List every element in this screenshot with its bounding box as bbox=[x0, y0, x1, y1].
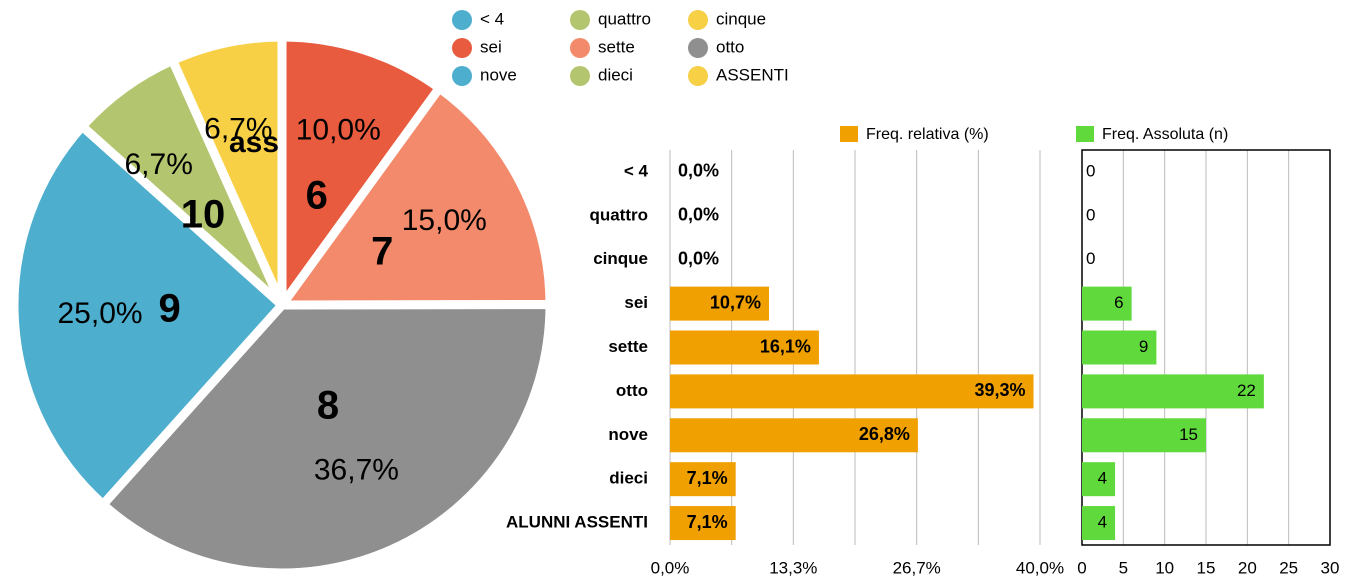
y-tick-label: < 4 bbox=[624, 161, 649, 180]
y-tick-label: sette bbox=[608, 337, 648, 356]
legend-swatch bbox=[452, 10, 472, 30]
slice-value-label: 6,7% bbox=[204, 112, 272, 145]
bar-value-label: 10,7% bbox=[710, 292, 761, 312]
legend-label: cinque bbox=[716, 9, 766, 28]
slice-value-label: 36,7% bbox=[314, 453, 399, 486]
bar bbox=[1082, 374, 1264, 409]
legend-swatch bbox=[570, 38, 590, 58]
bar bbox=[1082, 506, 1116, 541]
slice-label: 7 bbox=[371, 229, 393, 273]
legend-swatch bbox=[840, 126, 858, 142]
x-tick-label: 0 bbox=[1077, 558, 1086, 577]
bar-value-label: 4 bbox=[1098, 513, 1107, 532]
legend-swatch bbox=[688, 66, 708, 86]
bar bbox=[1082, 418, 1206, 453]
y-tick-label: ALUNNI ASSENTI bbox=[506, 513, 648, 532]
legend-label: Freq. relativa (%) bbox=[866, 126, 989, 143]
bar-value-label: 0 bbox=[1086, 249, 1095, 268]
x-tick-label: 0,0% bbox=[651, 558, 690, 577]
bar bbox=[670, 286, 769, 321]
bar-value-label: 26,8% bbox=[859, 424, 910, 444]
bar-value-label: 9 bbox=[1139, 337, 1148, 356]
bar-value-label: 0 bbox=[1086, 205, 1095, 224]
bar-value-label: 0,0% bbox=[678, 248, 719, 268]
slice-label: 6 bbox=[306, 174, 328, 218]
legend-label: sei bbox=[480, 37, 502, 56]
bar-value-label: 4 bbox=[1098, 469, 1107, 488]
bar-value-label: 16,1% bbox=[760, 336, 811, 356]
bar-value-label: 7,1% bbox=[687, 468, 728, 488]
bar-value-label: 0 bbox=[1086, 161, 1095, 180]
bar-value-label: 15 bbox=[1179, 425, 1198, 444]
x-tick-label: 20 bbox=[1238, 558, 1257, 577]
x-tick-label: 15 bbox=[1197, 558, 1216, 577]
legend-swatch bbox=[688, 38, 708, 58]
bar bbox=[670, 462, 736, 497]
bar bbox=[670, 374, 1034, 409]
legend-label: dieci bbox=[598, 65, 633, 84]
legend-swatch bbox=[452, 66, 472, 86]
bar-value-label: 7,1% bbox=[687, 512, 728, 532]
bar-value-label: 22 bbox=[1237, 381, 1256, 400]
bar bbox=[670, 418, 918, 453]
x-tick-label: 13,3% bbox=[769, 558, 817, 577]
bar-value-label: 0,0% bbox=[678, 161, 719, 181]
legend-swatch bbox=[452, 38, 472, 58]
y-tick-label: sei bbox=[624, 293, 648, 312]
slice-value-label: 10,0% bbox=[296, 114, 381, 147]
legend-swatch bbox=[570, 10, 590, 30]
pie-slice bbox=[9, 119, 289, 511]
pie-slice bbox=[166, 32, 287, 307]
legend-label: ASSENTI bbox=[716, 65, 789, 84]
legend-label: nove bbox=[480, 65, 517, 84]
legend-swatch bbox=[688, 10, 708, 30]
slice-value-label: 6,7% bbox=[125, 148, 193, 181]
slice-label: 8 bbox=[317, 383, 339, 427]
x-tick-label: 25 bbox=[1279, 558, 1298, 577]
x-tick-label: 5 bbox=[1119, 558, 1128, 577]
bar bbox=[1082, 286, 1132, 321]
slice-value-label: 25,0% bbox=[57, 297, 142, 330]
x-tick-label: 40,0% bbox=[1016, 558, 1064, 577]
bar-value-label: 39,3% bbox=[974, 380, 1025, 400]
legend-swatch bbox=[570, 66, 590, 86]
slice-value-label: 15,0% bbox=[402, 204, 487, 237]
y-tick-label: quattro bbox=[589, 205, 648, 224]
bar bbox=[1082, 462, 1116, 497]
y-tick-label: otto bbox=[616, 381, 648, 400]
x-tick-label: 30 bbox=[1321, 558, 1340, 577]
slice-label: 10 bbox=[181, 192, 226, 236]
slice-label: 9 bbox=[158, 287, 180, 331]
legend-swatch bbox=[1076, 126, 1094, 142]
y-tick-label: nove bbox=[608, 425, 648, 444]
bar-value-label: 6 bbox=[1114, 293, 1123, 312]
legend-label: otto bbox=[716, 37, 744, 56]
bar-value-label: 0,0% bbox=[678, 205, 719, 225]
bar bbox=[670, 330, 819, 365]
x-tick-label: 10 bbox=[1155, 558, 1174, 577]
legend-label: < 4 bbox=[480, 9, 504, 28]
bar bbox=[1082, 330, 1157, 365]
pie-slice bbox=[273, 81, 555, 310]
legend-label: sette bbox=[598, 37, 635, 56]
y-tick-label: dieci bbox=[609, 469, 648, 488]
y-tick-label: cinque bbox=[593, 249, 648, 268]
legend-label: Freq. Assoluta (n) bbox=[1102, 126, 1228, 143]
bar bbox=[670, 506, 736, 541]
slice-label: ass bbox=[229, 126, 279, 159]
pie-slice bbox=[96, 300, 555, 578]
x-tick-label: 26,7% bbox=[893, 558, 941, 577]
pie-slice bbox=[277, 32, 446, 319]
legend-label: quattro bbox=[598, 9, 651, 28]
